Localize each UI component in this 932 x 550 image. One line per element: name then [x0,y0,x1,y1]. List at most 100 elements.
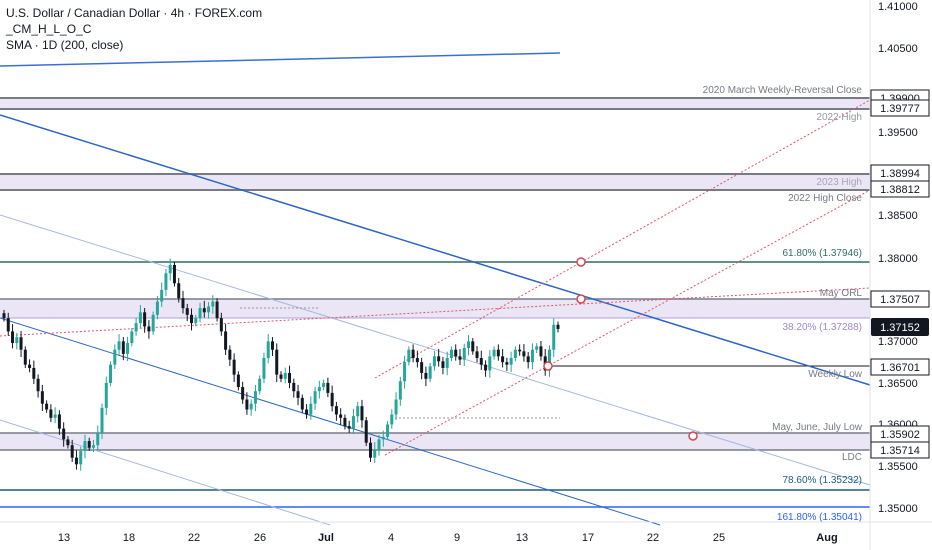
label-fib-78.6: 78.60% (1.35232) [782,475,862,486]
zone-2023-high [0,174,870,190]
candle-up [138,312,142,324]
candle-up [15,337,19,344]
indicator-sma[interactable]: SMA · 1D (200, close) [6,38,124,52]
candle-up [381,436,385,440]
candle-up [394,399,398,415]
candle-up [530,349,534,363]
candle-down [420,362,424,373]
price-axis[interactable]: 1.41000 1.40500 1.39500 1.38500 1.38000 … [878,1,918,515]
candle-down [279,374,283,379]
badge-text: 1.35902 [880,429,920,441]
candle-up [309,403,313,415]
candle-down [45,403,49,410]
candle-up [160,289,164,302]
label-2022-high: 2022 High [816,112,862,123]
badge-text: 1.35714 [880,445,920,457]
candle-up [117,341,121,350]
candle-up [488,356,492,371]
candle-down [66,439,70,446]
channel-upper-line [0,114,871,386]
candle-down [347,426,351,429]
candle-up [249,403,253,410]
candle-down [228,349,232,360]
candle-down [275,349,279,375]
candle-down [87,441,91,448]
time-axis[interactable]: 13 18 22 26 Jul 4 9 13 17 22 25 Aug [58,532,838,544]
zone-may-june-july-low [0,433,870,450]
candle-down [368,442,372,458]
candle-down [437,356,441,362]
candle-up [266,341,270,359]
pivot-marker-may-orl [576,294,586,304]
candle-up [53,414,57,418]
candle-down [475,351,479,359]
candle-down [215,301,219,319]
candle-down [70,445,74,458]
candle-down [219,318,223,332]
candle-down [296,391,300,398]
red-slope-line-lower [384,189,871,456]
candle-down [343,417,347,427]
candle-up [100,407,104,433]
candles-group [2,258,560,471]
candle-up [445,358,449,368]
candle-down [424,372,428,379]
candle-down [74,457,78,465]
candle-down [241,387,245,400]
y-tick-label: 1.39500 [878,127,918,139]
current-price-badge [871,318,929,336]
candle-up [492,349,496,357]
badge-text: 1.38812 [880,184,920,196]
candle-down [339,414,343,418]
label-2022-high-close: 2022 High Close [788,193,862,204]
zone-2020-march-close [0,98,870,109]
candle-down [360,406,364,421]
pivot-marker-mjj-low [688,431,698,441]
x-tick-label: 4 [388,532,394,544]
channel-outer-line [0,419,331,526]
pivot-marker-61.8 [576,257,586,267]
label-weekly-low: Weekly Low [808,369,863,380]
candle-down [121,341,125,354]
candle-down [334,406,338,415]
candle-down [62,428,66,440]
candle-up [407,349,411,363]
x-tick-label: 25 [713,532,725,544]
badge-1.35714 [870,441,930,459]
candle-down [518,349,522,352]
candle-down [143,312,147,327]
candle-down [526,356,530,363]
candle-down [245,399,249,410]
candle-down [364,420,368,443]
y-tick-label: 1.37000 [878,336,918,348]
candle-up [449,349,453,359]
x-tick-label: 22 [188,532,200,544]
badge-1.37507 [870,290,930,308]
candle-down [326,382,330,393]
label-fib-161.8: 161.80% (1.35041) [777,512,862,523]
badge-1.39777 [870,99,930,117]
indicator-hloc[interactable]: _CM_H_L_O_C [6,22,92,36]
candle-down [19,337,23,350]
x-tick-label: 13 [58,532,70,544]
channel-lower-line [0,317,661,526]
candle-down [49,409,53,418]
candle-up [126,343,130,354]
candle-down [181,298,185,309]
badge-text: 1.37507 [880,294,920,306]
candle-down [2,313,6,319]
candle-up [467,341,471,349]
candle-down [224,331,228,350]
candle-down [36,378,40,392]
symbol-title[interactable]: U.S. Dollar / Canadian Dollar · 4h · FOR… [6,6,263,20]
candle-up [462,348,466,360]
candle-up [428,366,432,379]
x-tick-label: 9 [454,532,460,544]
candle-up [130,331,134,344]
badge-1.38812 [870,180,930,198]
label-2020-march: 2020 March Weekly-Reversal Close [703,85,863,96]
candle-up [509,358,513,365]
candle-down [57,414,61,429]
candle-up [134,323,138,332]
